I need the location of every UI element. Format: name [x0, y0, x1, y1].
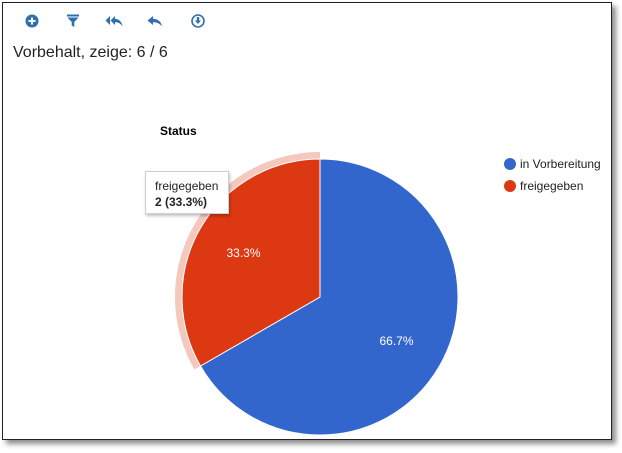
slice-tooltip: freigegeben 2 (33.3%)	[145, 171, 229, 214]
pie-chart: Status 66.7% 33.3%	[160, 124, 459, 436]
legend-swatch	[504, 180, 516, 192]
legend-item-freigegeben[interactable]: freigegeben	[504, 178, 601, 200]
legend-swatch	[504, 158, 516, 170]
tooltip-value: 2 (33.3%)	[155, 195, 208, 209]
tooltip-label: freigegeben	[155, 179, 219, 193]
reply-all-button[interactable]	[103, 11, 125, 31]
add-button[interactable]	[21, 11, 43, 31]
legend: in Vorbereitung freigegeben	[504, 156, 601, 200]
reply-button[interactable]	[144, 11, 166, 31]
page-title: Vorbehalt, zeige: 6 / 6	[13, 44, 168, 61]
chart-panel: Vorbehalt, zeige: 6 / 6 Status 66.7% 33.3…	[2, 2, 612, 440]
reply-all-icon	[105, 16, 123, 27]
reply-icon	[147, 16, 162, 27]
legend-label: freigegeben	[520, 179, 584, 193]
slice-label-in-vorbereitung: 66.7%	[379, 334, 413, 348]
slice-labels: 66.7% 33.3%	[226, 246, 413, 348]
add-circle-icon	[25, 14, 39, 28]
slice-label-freigegeben: 33.3%	[226, 246, 260, 260]
filter-icon	[67, 14, 79, 27]
legend-item-in-vorbereitung[interactable]: in Vorbereitung	[504, 156, 601, 178]
chart-title: Status	[160, 124, 197, 138]
legend-label: in Vorbereitung	[520, 157, 601, 171]
download-button[interactable]	[187, 11, 209, 31]
download-circle-icon	[191, 14, 205, 28]
pie-slice-in-vorbereitung[interactable]	[199, 158, 459, 436]
filter-button[interactable]	[62, 11, 84, 31]
